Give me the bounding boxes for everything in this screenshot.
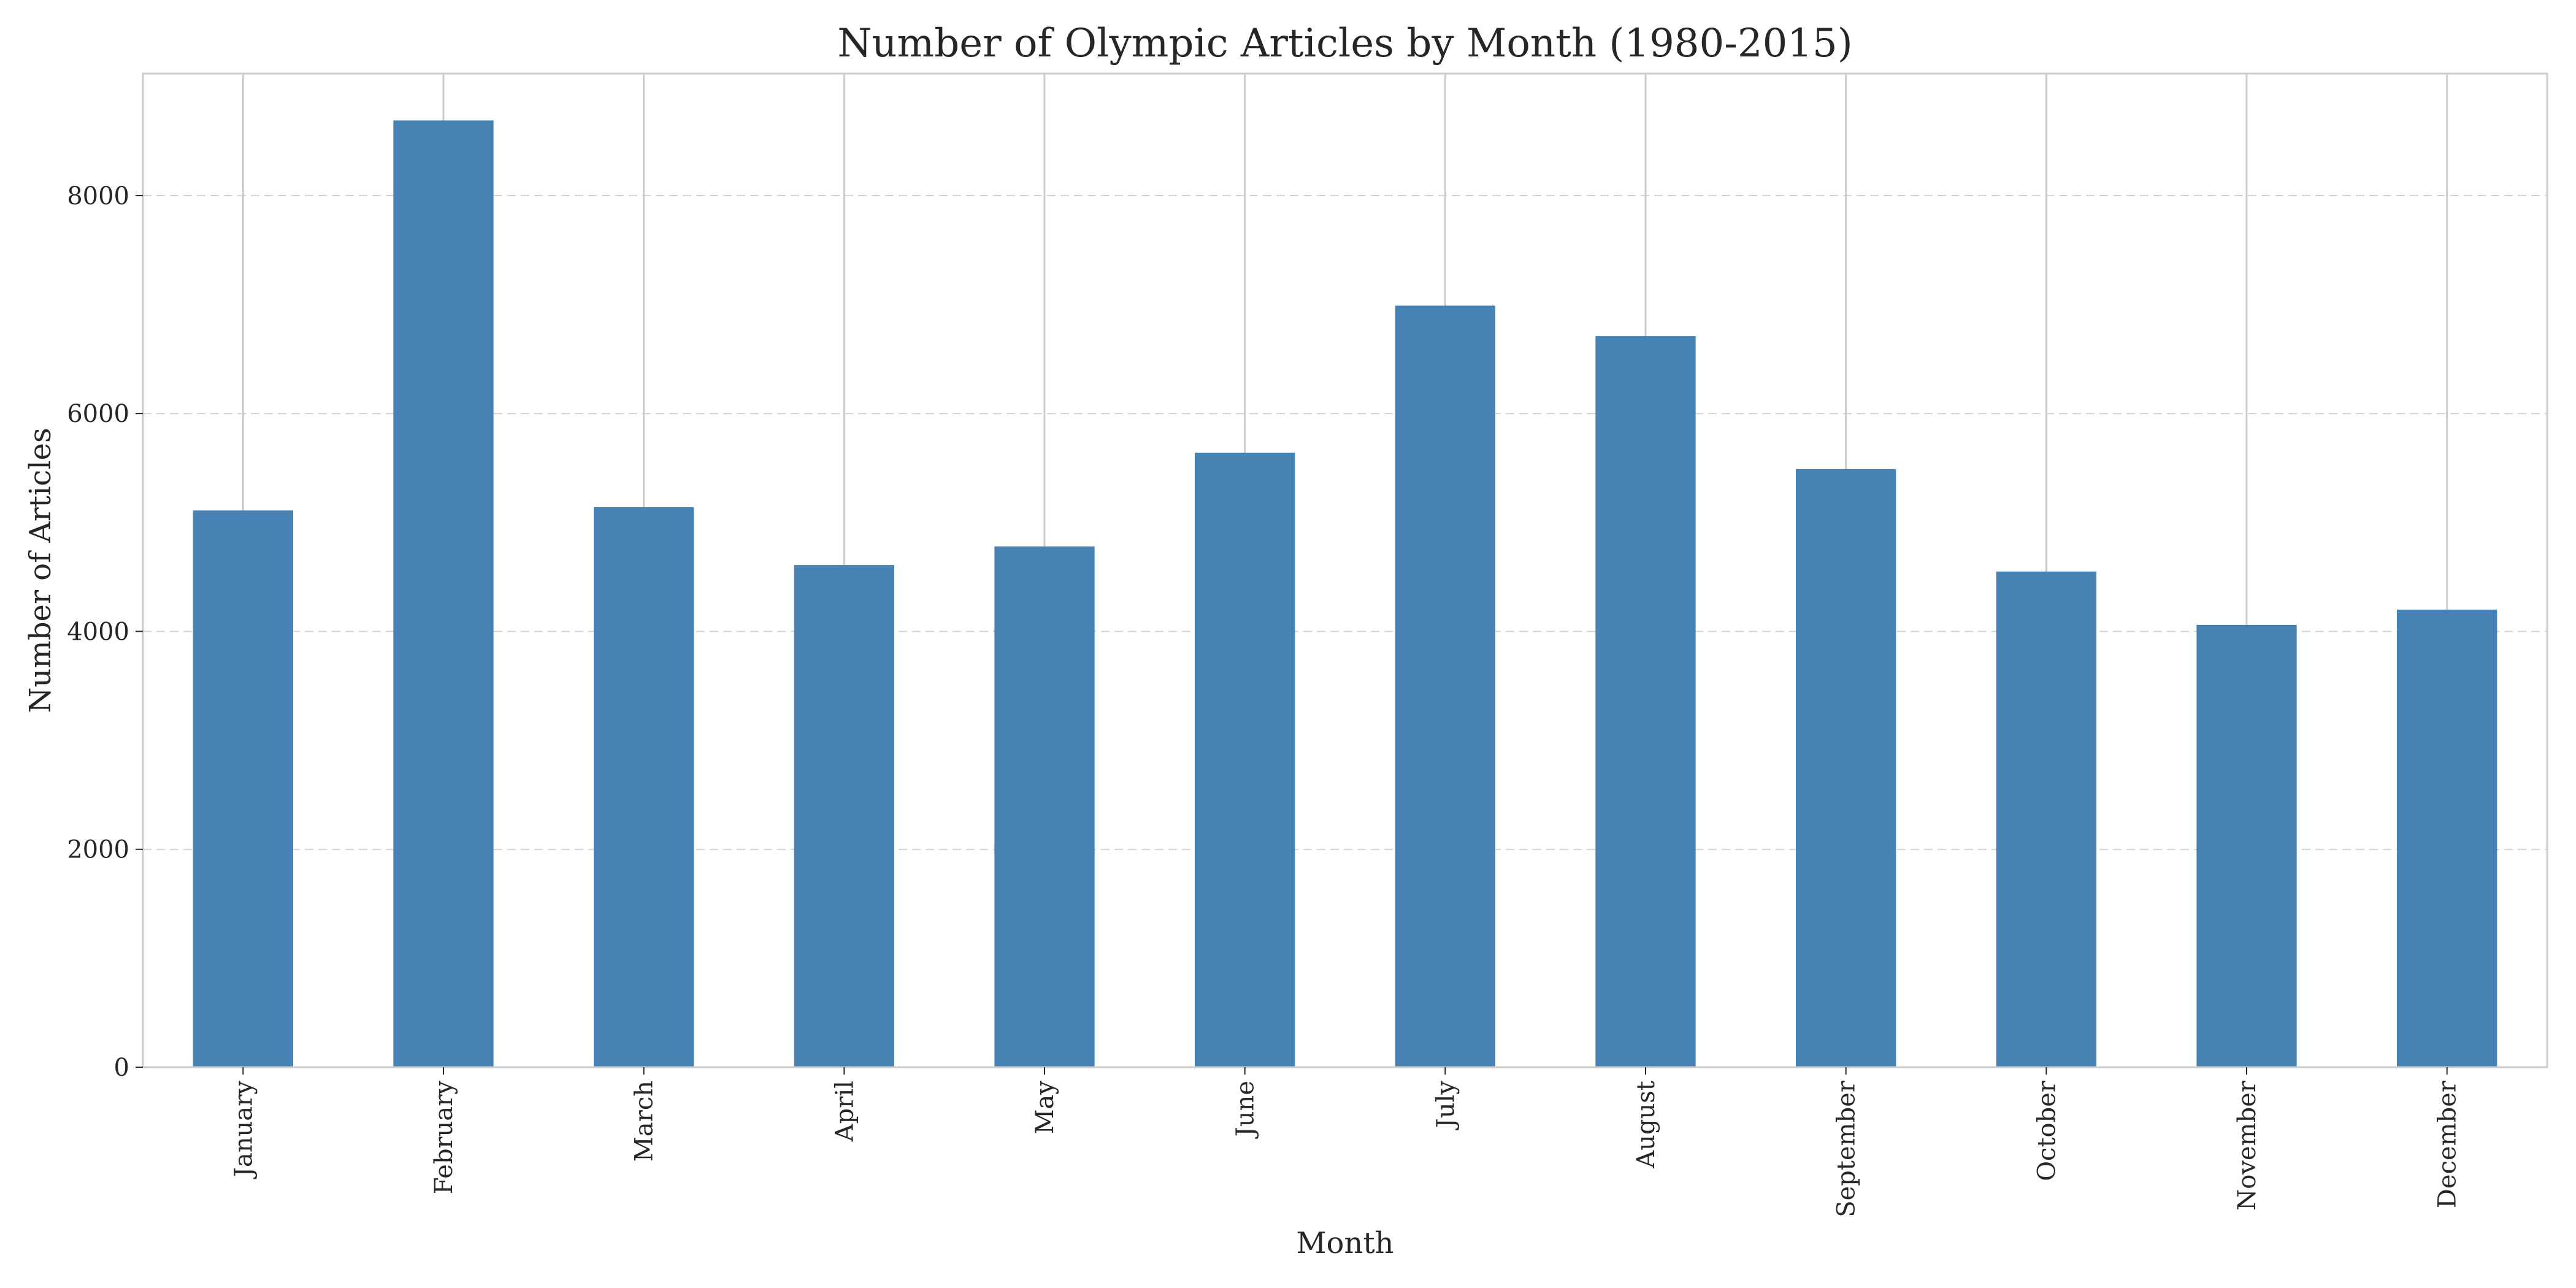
bar-november [2196,624,2297,1067]
bar-may [994,546,1095,1067]
chart-title: Number of Olympic Articles by Month (198… [837,21,1852,66]
y-axis-ticks: 0 2000 4000 6000 8000 [67,182,143,1082]
y-axis-label: Number of Articles [23,427,58,713]
x-tick-label: February [430,1081,458,1195]
x-tick-label: January [229,1081,258,1179]
y-tick-label: 2000 [67,836,129,864]
bar-december [2397,609,2497,1067]
x-tick-label: August [1632,1081,1660,1169]
bar-july [1395,305,1495,1068]
x-tick-label: December [2434,1080,2462,1208]
x-tick-label: March [631,1081,659,1162]
y-tick-label: 4000 [67,618,129,646]
plot-frame [142,72,2548,1068]
x-tick-label: November [2233,1080,2261,1211]
x-tick-label: April [830,1081,859,1142]
x-tick-label: May [1031,1081,1059,1135]
x-tick-label: October [2033,1080,2061,1181]
x-axis-ticks: January February March April May June July Augu… [229,1067,2462,1217]
bar-april [794,565,894,1067]
y-tick-label: 8000 [67,182,129,210]
bar-september [1796,469,1896,1067]
bar-march [594,507,694,1067]
bar-february [393,120,494,1067]
x-tick-label: July [1432,1081,1460,1131]
bar-january [193,510,293,1067]
grid [143,74,2547,1067]
bars [193,120,2497,1068]
x-axis-label: Month [1296,1226,1393,1260]
bar-june [1195,453,1295,1067]
bar-october [1996,571,2096,1067]
x-tick-label: September [1833,1080,1861,1217]
y-tick-label: 6000 [67,400,129,428]
bar-august [1595,336,1696,1068]
x-tick-label: June [1232,1081,1260,1139]
y-tick-label: 0 [114,1054,129,1082]
